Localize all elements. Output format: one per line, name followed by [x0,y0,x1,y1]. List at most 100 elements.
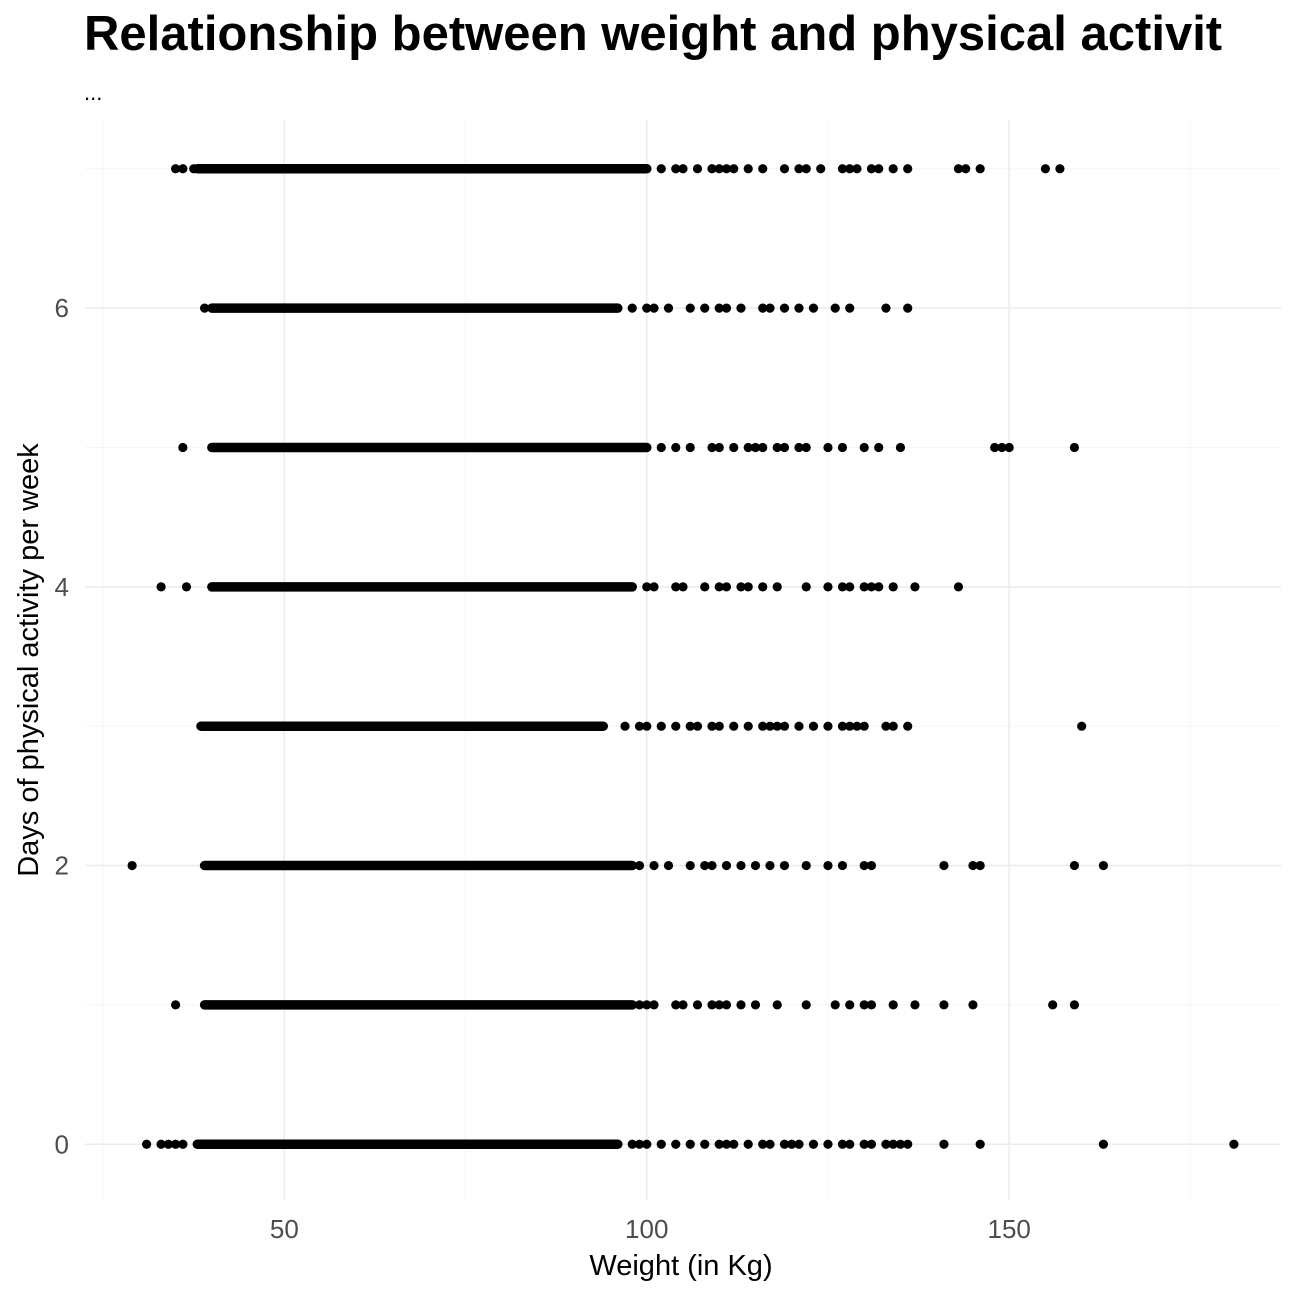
data-point [729,1139,739,1149]
data-point [801,1000,811,1010]
data-point [874,582,884,592]
data-point [823,860,833,871]
data-point [743,721,753,731]
y-tick-label: 0 [55,1129,69,1159]
data-point [678,1000,688,1010]
data-point [808,303,819,313]
x-tick-label: 50 [270,1214,299,1244]
data-point [903,1139,913,1149]
data-point [729,721,739,731]
data-point [845,582,855,592]
data-point [866,164,877,174]
data-point [859,860,869,871]
data-point [700,303,710,313]
data-point [1048,1000,1058,1010]
data-point [700,582,710,592]
data-point [736,1000,746,1010]
data-point [1055,164,1065,174]
data-point [620,721,630,731]
data-point [888,1139,898,1149]
data-point [163,1139,173,1149]
data-point [808,1139,819,1149]
data-point [939,1000,949,1010]
data-point [700,860,710,871]
data-point [1098,860,1109,871]
data-point [859,1139,869,1149]
data-point [801,582,811,592]
data-point [953,582,964,592]
data-point [837,582,848,592]
data-point [634,1139,645,1149]
data-point [634,860,645,871]
data-point [714,164,724,174]
data-point [990,442,1000,453]
data-point [685,721,695,731]
data-point [830,1000,840,1010]
data-point [714,721,724,731]
chart-subtitle: ... [84,80,103,105]
data-point [888,582,898,592]
data-point [837,860,848,871]
data-point [765,1139,775,1149]
data-point [859,442,869,453]
data-point [758,1139,768,1149]
data-point [779,860,790,871]
data-point [779,303,790,313]
data-point [656,442,666,453]
data-point [671,582,681,592]
data-point [189,164,199,174]
data-point [178,442,188,453]
data-point [968,1000,978,1010]
data-point [642,303,652,313]
data-point [772,582,782,592]
data-point [156,582,166,592]
data-point [823,1139,833,1149]
data-point [721,303,732,313]
data-point [845,1139,855,1149]
data-point [837,721,848,731]
data-point [142,1139,152,1149]
data-point [772,1000,782,1010]
data-point [685,860,695,871]
data-point [1069,860,1080,871]
data-point [700,1139,710,1149]
data-point [156,1139,166,1149]
data-point [765,721,775,731]
data-point [794,164,804,174]
data-point [866,1000,877,1010]
data-point [685,442,695,453]
data-point [903,164,913,174]
data-point [627,303,637,313]
data-point [642,1139,652,1149]
data-point [997,442,1007,453]
data-point [743,442,753,453]
data-point [656,1139,666,1149]
data-point [678,582,688,592]
data-point [714,1000,724,1010]
y-tick-label: 4 [55,572,69,602]
data-point [968,860,978,871]
data-point [663,860,674,871]
data-point [823,582,833,592]
y-tick-label: 6 [55,293,69,323]
data-point [866,860,877,871]
data-point [178,1139,188,1149]
data-point [707,721,717,731]
data-point [678,164,688,174]
data-point [845,721,855,731]
data-point [1229,1139,1239,1149]
data-point [859,582,869,592]
y-axis-title: Days of physical activity per week [13,443,45,877]
data-point [758,303,768,313]
data-point [1004,442,1014,453]
data-point [772,721,782,731]
data-point [671,442,681,453]
data-point [852,164,862,174]
data-point [634,721,645,731]
data-point [1069,1000,1080,1010]
data-point [975,164,985,174]
data-point [721,860,732,871]
data-point [642,721,652,731]
data-point [852,721,862,731]
